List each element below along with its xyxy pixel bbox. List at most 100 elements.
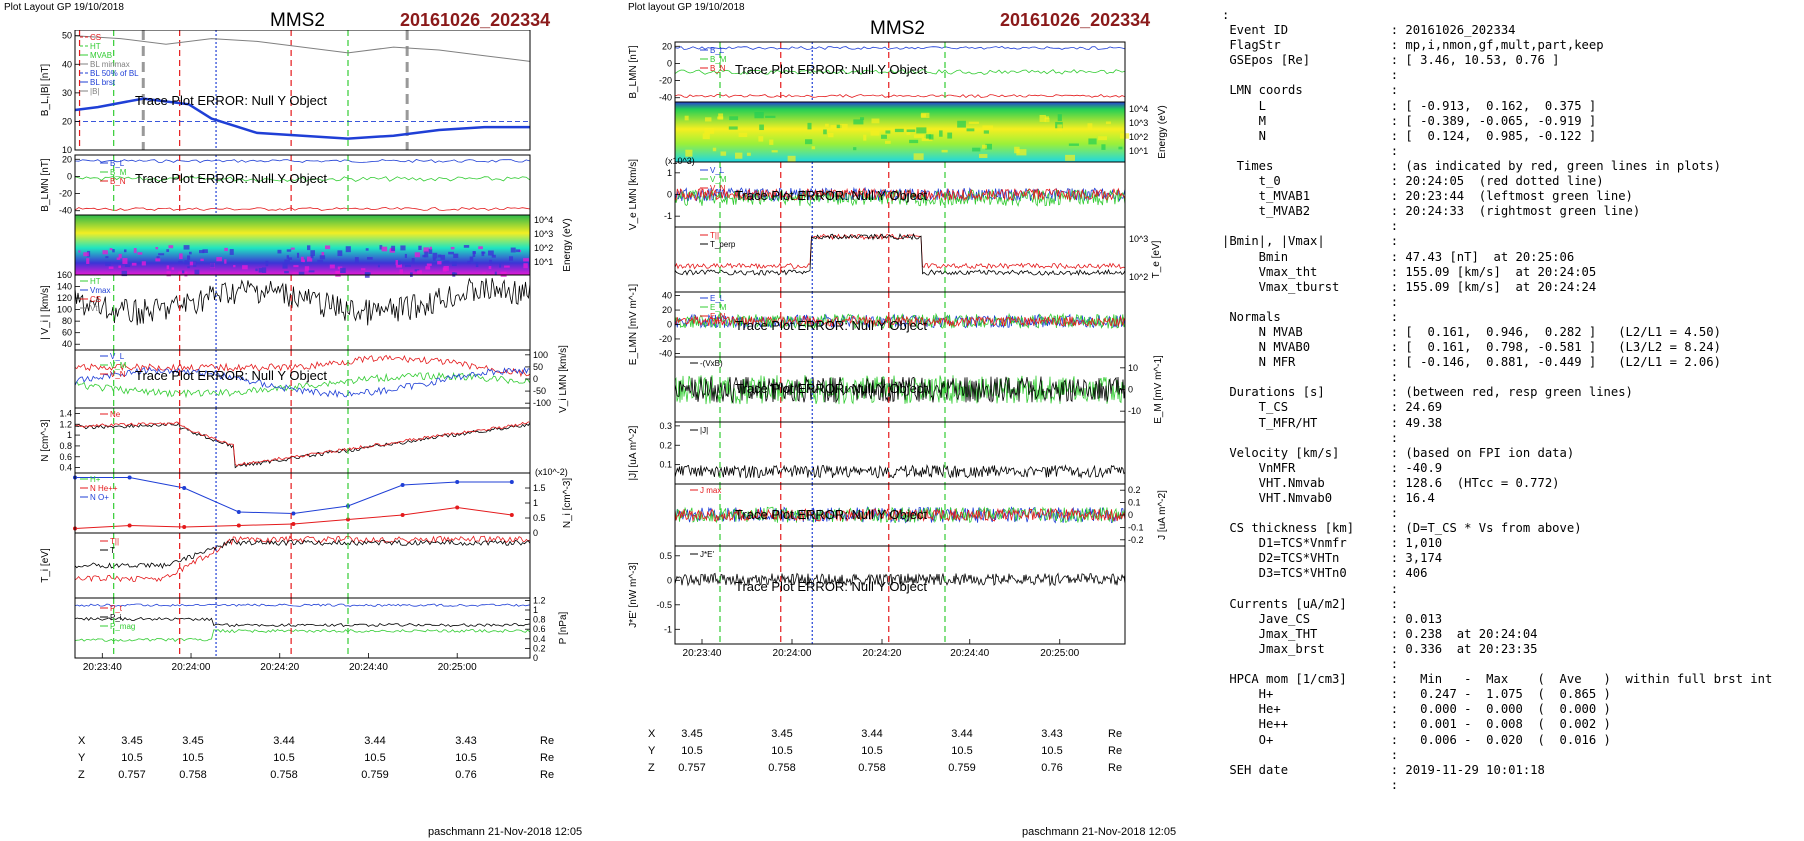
y-tick-label: 100 <box>57 305 72 315</box>
left-panel-9-frame <box>74 597 531 659</box>
info-line: H+ : 0.247 - 1.075 ( 0.865 ) <box>1258 687 1611 702</box>
spectrogram-speckle <box>712 147 717 152</box>
y-tick-label: 10^4 <box>1129 104 1148 114</box>
spectrogram-speckle <box>124 264 131 267</box>
series-t <box>74 538 531 570</box>
info-line: N MFR : [ -0.146, 0.881, -0.449 ] (L2/L1… <box>1258 355 1721 370</box>
spectrogram-speckle <box>345 246 351 253</box>
legend-entry: E_M <box>710 303 727 312</box>
series-ne <box>74 422 531 469</box>
spectrogram-speckle <box>453 253 459 259</box>
left-eph-y-label: Y <box>78 752 86 764</box>
spectrogram-speckle <box>871 118 880 124</box>
info-line: t_0 : 20:24:05 (red dotted line) <box>1258 174 1604 189</box>
spectrogram-speckle <box>906 130 911 135</box>
spectrogram-speckle <box>494 271 497 275</box>
series-ni <box>74 421 531 467</box>
info-line: GSEpos [Re] : [ 3.46, 10.53, 0.76 ] <box>1229 53 1560 68</box>
spectrogram-speckle <box>124 249 127 253</box>
spectrogram-speckle <box>166 265 170 270</box>
legend-entry: B_N <box>110 177 126 186</box>
y-axis-label: T_i [eV] <box>40 548 51 583</box>
spectrogram-speckle <box>137 252 143 255</box>
info-line: N : [ 0.124, 0.985, -0.122 ] <box>1258 128 1597 143</box>
info-line: D3=TCS*VHTn0 : 406 <box>1258 566 1428 581</box>
spectrogram-speckle <box>1039 114 1046 122</box>
legend-entry: E_N <box>710 312 726 321</box>
info-line: : <box>1390 581 1399 596</box>
spectrogram-speckle <box>939 130 943 137</box>
middle-event-title: 20161026_202334 <box>1000 10 1151 30</box>
spectrogram-speckle <box>771 150 778 153</box>
spectrogram-speckle <box>118 265 122 269</box>
spectrogram-speckle <box>928 134 934 140</box>
y-tick-label: 0 <box>533 528 538 538</box>
middle-eph-z-3: 0.759 <box>948 762 976 774</box>
spectrogram-speckle <box>702 133 710 140</box>
legend-entry: T|| <box>110 537 119 546</box>
legend-entry: P_t <box>110 604 123 613</box>
spectrogram-speckle <box>885 130 891 134</box>
spectrogram-speckle <box>78 250 81 253</box>
spectrogram-speckle <box>400 245 406 251</box>
info-line: |Bmin|, |Vmax| : <box>1222 234 1399 249</box>
spectrogram-speckle <box>118 253 122 259</box>
spectrogram-speckle <box>704 128 715 134</box>
spectrogram-speckle <box>216 257 222 262</box>
spectrogram-speckle <box>839 123 848 130</box>
y-tick-label: 0.2 <box>1128 485 1141 495</box>
spectrogram-speckle <box>158 253 165 256</box>
left-eph-y-3: 10.5 <box>364 752 386 764</box>
middle-eph-y-0: 10.5 <box>681 745 703 757</box>
event-info-panel: : Event ID : 20161026_202334 FlagStr : m… <box>1222 8 1772 793</box>
series-pt <box>74 603 531 607</box>
series-je <box>674 572 1126 587</box>
y-tick-label: -0.1 <box>1128 522 1144 532</box>
spectrogram-speckle <box>860 117 865 120</box>
spectrogram-speckle <box>510 247 516 253</box>
spectrogram-speckle <box>1101 144 1106 150</box>
spectrogram-speckle <box>325 245 331 250</box>
trace-error-annotation: Trace Plot ERROR: Null Y Object <box>735 381 927 396</box>
y-tick-label: 1 <box>667 168 672 178</box>
info-line: Jmax_THT : 0.238 at 20:24:04 <box>1258 626 1538 641</box>
spectrogram-speckle <box>968 121 979 124</box>
middle-eph-z-2: 0.758 <box>858 762 886 774</box>
y-tick-label: 0.8 <box>59 441 72 451</box>
left-eph-x-unit: Re <box>540 735 555 747</box>
spectrogram-speckle <box>200 258 204 262</box>
spectrogram-speckle <box>504 265 510 268</box>
spectrogram-speckle <box>155 258 161 262</box>
spectrogram-speckle <box>754 112 764 119</box>
y-tick-label: 10^2 <box>1129 132 1148 142</box>
spectrogram-speckle <box>404 253 407 258</box>
y-axis-label: B_LMN [nT] <box>628 45 639 99</box>
x-tick-label: 20:24:00 <box>773 648 812 659</box>
spectrogram-speckle <box>787 155 796 163</box>
spectrogram-speckle <box>729 116 739 121</box>
legend-entry: Vt <box>90 304 98 313</box>
spectrogram-speckle <box>411 258 415 264</box>
spectrogram-speckle <box>414 269 420 272</box>
spectrogram-speckle <box>265 260 269 267</box>
x-tick-label: 20:23:40 <box>83 662 122 673</box>
left-eph-x-3: 3.44 <box>364 735 386 747</box>
spectrogram-speckle <box>894 128 904 133</box>
info-line: : <box>1390 747 1399 762</box>
spectrogram-speckle <box>210 262 215 268</box>
y-axis-label: J [uA m^-2] <box>1157 490 1168 540</box>
info-line: T_MFR/HT : 49.38 <box>1258 415 1443 430</box>
spectrogram-speckle <box>308 270 315 273</box>
spectrogram-speckle <box>310 250 315 256</box>
y-tick-label: 1 <box>533 498 538 508</box>
info-line: : <box>1390 506 1399 521</box>
spectrogram-speckle <box>921 137 933 142</box>
info-line: D2=TCS*VHTn : 3,174 <box>1258 551 1443 566</box>
info-line: : <box>1222 8 1230 22</box>
legend-entry: P_mag <box>110 622 135 631</box>
series-bm <box>674 69 1126 76</box>
spectrogram-speckle <box>286 255 289 259</box>
spectrogram-speckle <box>1044 117 1050 123</box>
spectrogram-speckle <box>870 130 880 136</box>
